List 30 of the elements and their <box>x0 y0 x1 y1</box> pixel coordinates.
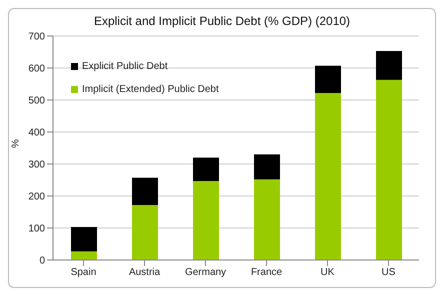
y-tick-label: 600 <box>28 64 46 75</box>
x-tick-label: UK <box>320 267 335 278</box>
bar <box>315 92 341 260</box>
bar <box>193 180 219 260</box>
bar <box>193 158 219 181</box>
bar <box>254 179 280 260</box>
y-tick-label: 500 <box>28 96 46 107</box>
bar <box>315 66 341 93</box>
y-tick-label: 200 <box>28 192 46 203</box>
bar <box>132 178 158 205</box>
bar <box>254 154 280 180</box>
bar <box>376 51 402 80</box>
y-tick-label: 300 <box>28 160 46 171</box>
bar <box>376 80 402 260</box>
chart-title: Explicit and Implicit Public Debt (% GDP) (2010) <box>92 14 352 28</box>
x-tick-label: Austria <box>128 267 160 278</box>
x-tick-label: Germany <box>184 267 226 278</box>
y-tick-label: 400 <box>28 128 46 139</box>
y-axis-title: % <box>10 139 22 148</box>
legend-label: Explicit Public Debt <box>82 61 168 72</box>
y-tick-label: 100 <box>28 224 46 235</box>
x-tick-label: Spain <box>70 267 96 278</box>
bar <box>132 204 158 260</box>
x-tick-label: France <box>250 267 282 278</box>
bar <box>71 227 97 252</box>
bar <box>71 251 97 260</box>
y-tick-label: 700 <box>28 32 46 43</box>
x-tick-label: US <box>382 267 396 278</box>
legend-label: Implicit (Extended) Public Debt <box>82 84 219 95</box>
y-tick-label: 0 <box>39 256 46 267</box>
